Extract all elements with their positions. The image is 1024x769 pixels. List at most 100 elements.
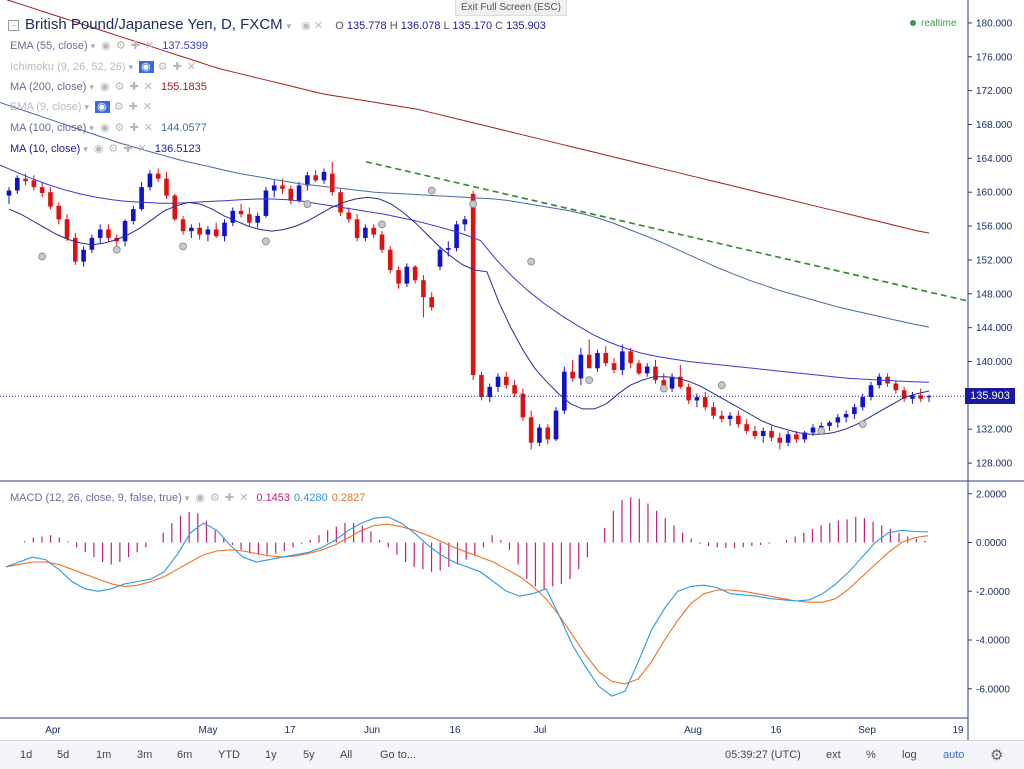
candle bbox=[893, 380, 899, 394]
candle-body bbox=[56, 205, 62, 220]
candle bbox=[321, 168, 327, 184]
candle bbox=[910, 391, 915, 404]
percent-toggle[interactable]: % bbox=[866, 749, 876, 761]
goto-button[interactable]: Go to... bbox=[380, 749, 417, 761]
candle-body bbox=[686, 386, 691, 401]
chevron-down-icon[interactable]: ▾ bbox=[84, 102, 90, 112]
candle-body bbox=[280, 185, 285, 189]
period-button-1d[interactable]: 1d bbox=[20, 749, 33, 761]
candle bbox=[6, 187, 12, 205]
chevron-down-icon[interactable]: ▾ bbox=[128, 62, 134, 72]
candle-body bbox=[893, 383, 899, 391]
candle-body bbox=[918, 395, 924, 399]
candle bbox=[512, 380, 517, 398]
period-button-1m[interactable]: 1m bbox=[96, 749, 112, 761]
symbol-title[interactable]: British Pound/Japanese Yen, D, FXCM bbox=[25, 16, 283, 33]
period-button-5d[interactable]: 5d bbox=[57, 749, 70, 761]
price-tick-label: 140.000 bbox=[976, 357, 1013, 368]
price-tick-label: 168.000 bbox=[976, 120, 1013, 131]
indicator-legend-ma100[interactable]: MA (100, close) ▾ ◉ ⚙ ✚ ✕ 144.0577 bbox=[10, 122, 207, 134]
candle-body bbox=[661, 380, 667, 389]
legend-action-icons[interactable]: ◉ ✕ bbox=[301, 20, 324, 32]
chevron-down-icon[interactable]: ▾ bbox=[90, 41, 96, 51]
period-button-ytd[interactable]: YTD bbox=[218, 749, 240, 761]
eye-icon[interactable]: ◉ bbox=[139, 61, 154, 73]
candle-body bbox=[396, 270, 401, 284]
candle-body bbox=[445, 248, 451, 250]
indicator-legend-ma200[interactable]: MA (200, close) ▾ ◉ ⚙ ✚ ✕ 155.1835 bbox=[10, 81, 207, 93]
candle-body bbox=[562, 371, 567, 411]
legend-action-icons[interactable]: ◉ ⚙ ✚ ✕ bbox=[99, 122, 155, 134]
indicator-legend-ema9[interactable]: EMA (9, close) ▾ ◉ ⚙ ✚ ✕ bbox=[10, 101, 154, 113]
period-button-all[interactable]: All bbox=[340, 749, 353, 761]
eye-icon[interactable]: ◉ bbox=[95, 101, 110, 113]
period-button-1y[interactable]: 1y bbox=[265, 749, 277, 761]
candle bbox=[876, 373, 882, 389]
candle bbox=[247, 207, 252, 227]
candle bbox=[263, 187, 269, 218]
indicator-line-ema-55-close- bbox=[0, 164, 930, 383]
indicator-line-ma-200-close- bbox=[6, 0, 930, 234]
candle-body bbox=[263, 190, 269, 216]
ichimoku-marker bbox=[659, 384, 668, 393]
legend-action-icons[interactable]: ◉ ⚙ ✚ ✕ bbox=[139, 61, 198, 73]
candle-body bbox=[222, 222, 227, 237]
indicator-legend-ichimoku[interactable]: Ichimoku (9, 26, 52, 26) ▾ ◉ ⚙ ✚ ✕ bbox=[10, 61, 198, 73]
log-toggle[interactable]: log bbox=[902, 749, 917, 761]
candle-body bbox=[313, 175, 318, 181]
chevron-down-icon[interactable]: ▾ bbox=[89, 82, 94, 92]
candle bbox=[164, 171, 169, 199]
period-button-3m[interactable]: 3m bbox=[137, 749, 153, 761]
candle-body bbox=[611, 363, 617, 370]
candle-body bbox=[73, 237, 78, 262]
candle bbox=[827, 420, 832, 431]
candle-body bbox=[520, 393, 526, 418]
settings-gear-icon[interactable]: ⚙ bbox=[990, 747, 1004, 764]
macd-legend[interactable]: MACD (12, 26, close, 9, false, true) ▾ ◉ ⚙… bbox=[10, 492, 366, 504]
ichimoku-marker bbox=[38, 252, 47, 261]
ext-toggle[interactable]: ext bbox=[826, 749, 841, 761]
indicator-legend-ema55[interactable]: EMA (55, close) ▾ ◉ ⚙ ✚ ✕ 137.5399 bbox=[10, 40, 209, 52]
auto-toggle[interactable]: auto bbox=[943, 749, 965, 761]
time-tick-label: May bbox=[199, 725, 218, 736]
period-button-6m[interactable]: 6m bbox=[177, 749, 193, 761]
candle-body bbox=[39, 187, 45, 194]
legend-action-icons[interactable]: ◉ ⚙ ✚ ✕ bbox=[93, 143, 148, 155]
chevron-down-icon[interactable]: ▾ bbox=[286, 21, 292, 31]
candle-body bbox=[868, 385, 874, 398]
time-tick-label: 16 bbox=[770, 725, 782, 736]
legend-action-icons[interactable]: ◉ ⚙ ✚ ✕ bbox=[195, 492, 250, 504]
exit-fullscreen-button[interactable]: Exit Full Screen (ESC) bbox=[455, 0, 567, 16]
chevron-down-icon[interactable]: ▾ bbox=[184, 493, 190, 503]
candle bbox=[528, 410, 534, 450]
candle bbox=[48, 187, 53, 210]
candle-body bbox=[288, 188, 294, 201]
candle bbox=[586, 339, 592, 369]
chevron-down-icon[interactable]: ▾ bbox=[83, 144, 88, 154]
ichimoku-marker bbox=[817, 427, 826, 435]
candle-body bbox=[205, 229, 211, 235]
chevron-down-icon[interactable]: ▾ bbox=[89, 123, 94, 133]
candle-body bbox=[495, 376, 501, 387]
candle-body bbox=[64, 219, 70, 239]
candle bbox=[628, 347, 633, 369]
candle bbox=[64, 214, 70, 242]
candle-body bbox=[537, 427, 542, 443]
price-tick-label: 132.000 bbox=[976, 425, 1013, 436]
price-tick-label: 172.000 bbox=[976, 86, 1013, 97]
macd-tick-label: 0.0000 bbox=[976, 538, 1007, 549]
collapse-icon[interactable]: − bbox=[8, 20, 19, 31]
indicator-legend-ma10[interactable]: MA (10, close) ▾ ◉ ⚙ ✚ ✕ 136.5123 bbox=[10, 143, 201, 155]
candle bbox=[926, 394, 932, 403]
legend-action-icons[interactable]: ◉ ⚙ ✚ ✕ bbox=[101, 40, 156, 52]
ichimoku-marker bbox=[262, 237, 270, 246]
legend-action-icons[interactable]: ◉ ⚙ ✚ ✕ bbox=[99, 81, 155, 93]
candle bbox=[39, 182, 45, 198]
period-button-5y[interactable]: 5y bbox=[303, 749, 315, 761]
candle-body bbox=[180, 219, 186, 232]
legend-action-icons[interactable]: ◉ ⚙ ✚ ✕ bbox=[95, 101, 154, 113]
candle bbox=[412, 265, 418, 284]
candle-body bbox=[238, 210, 244, 215]
ichimoku-marker bbox=[378, 220, 386, 229]
